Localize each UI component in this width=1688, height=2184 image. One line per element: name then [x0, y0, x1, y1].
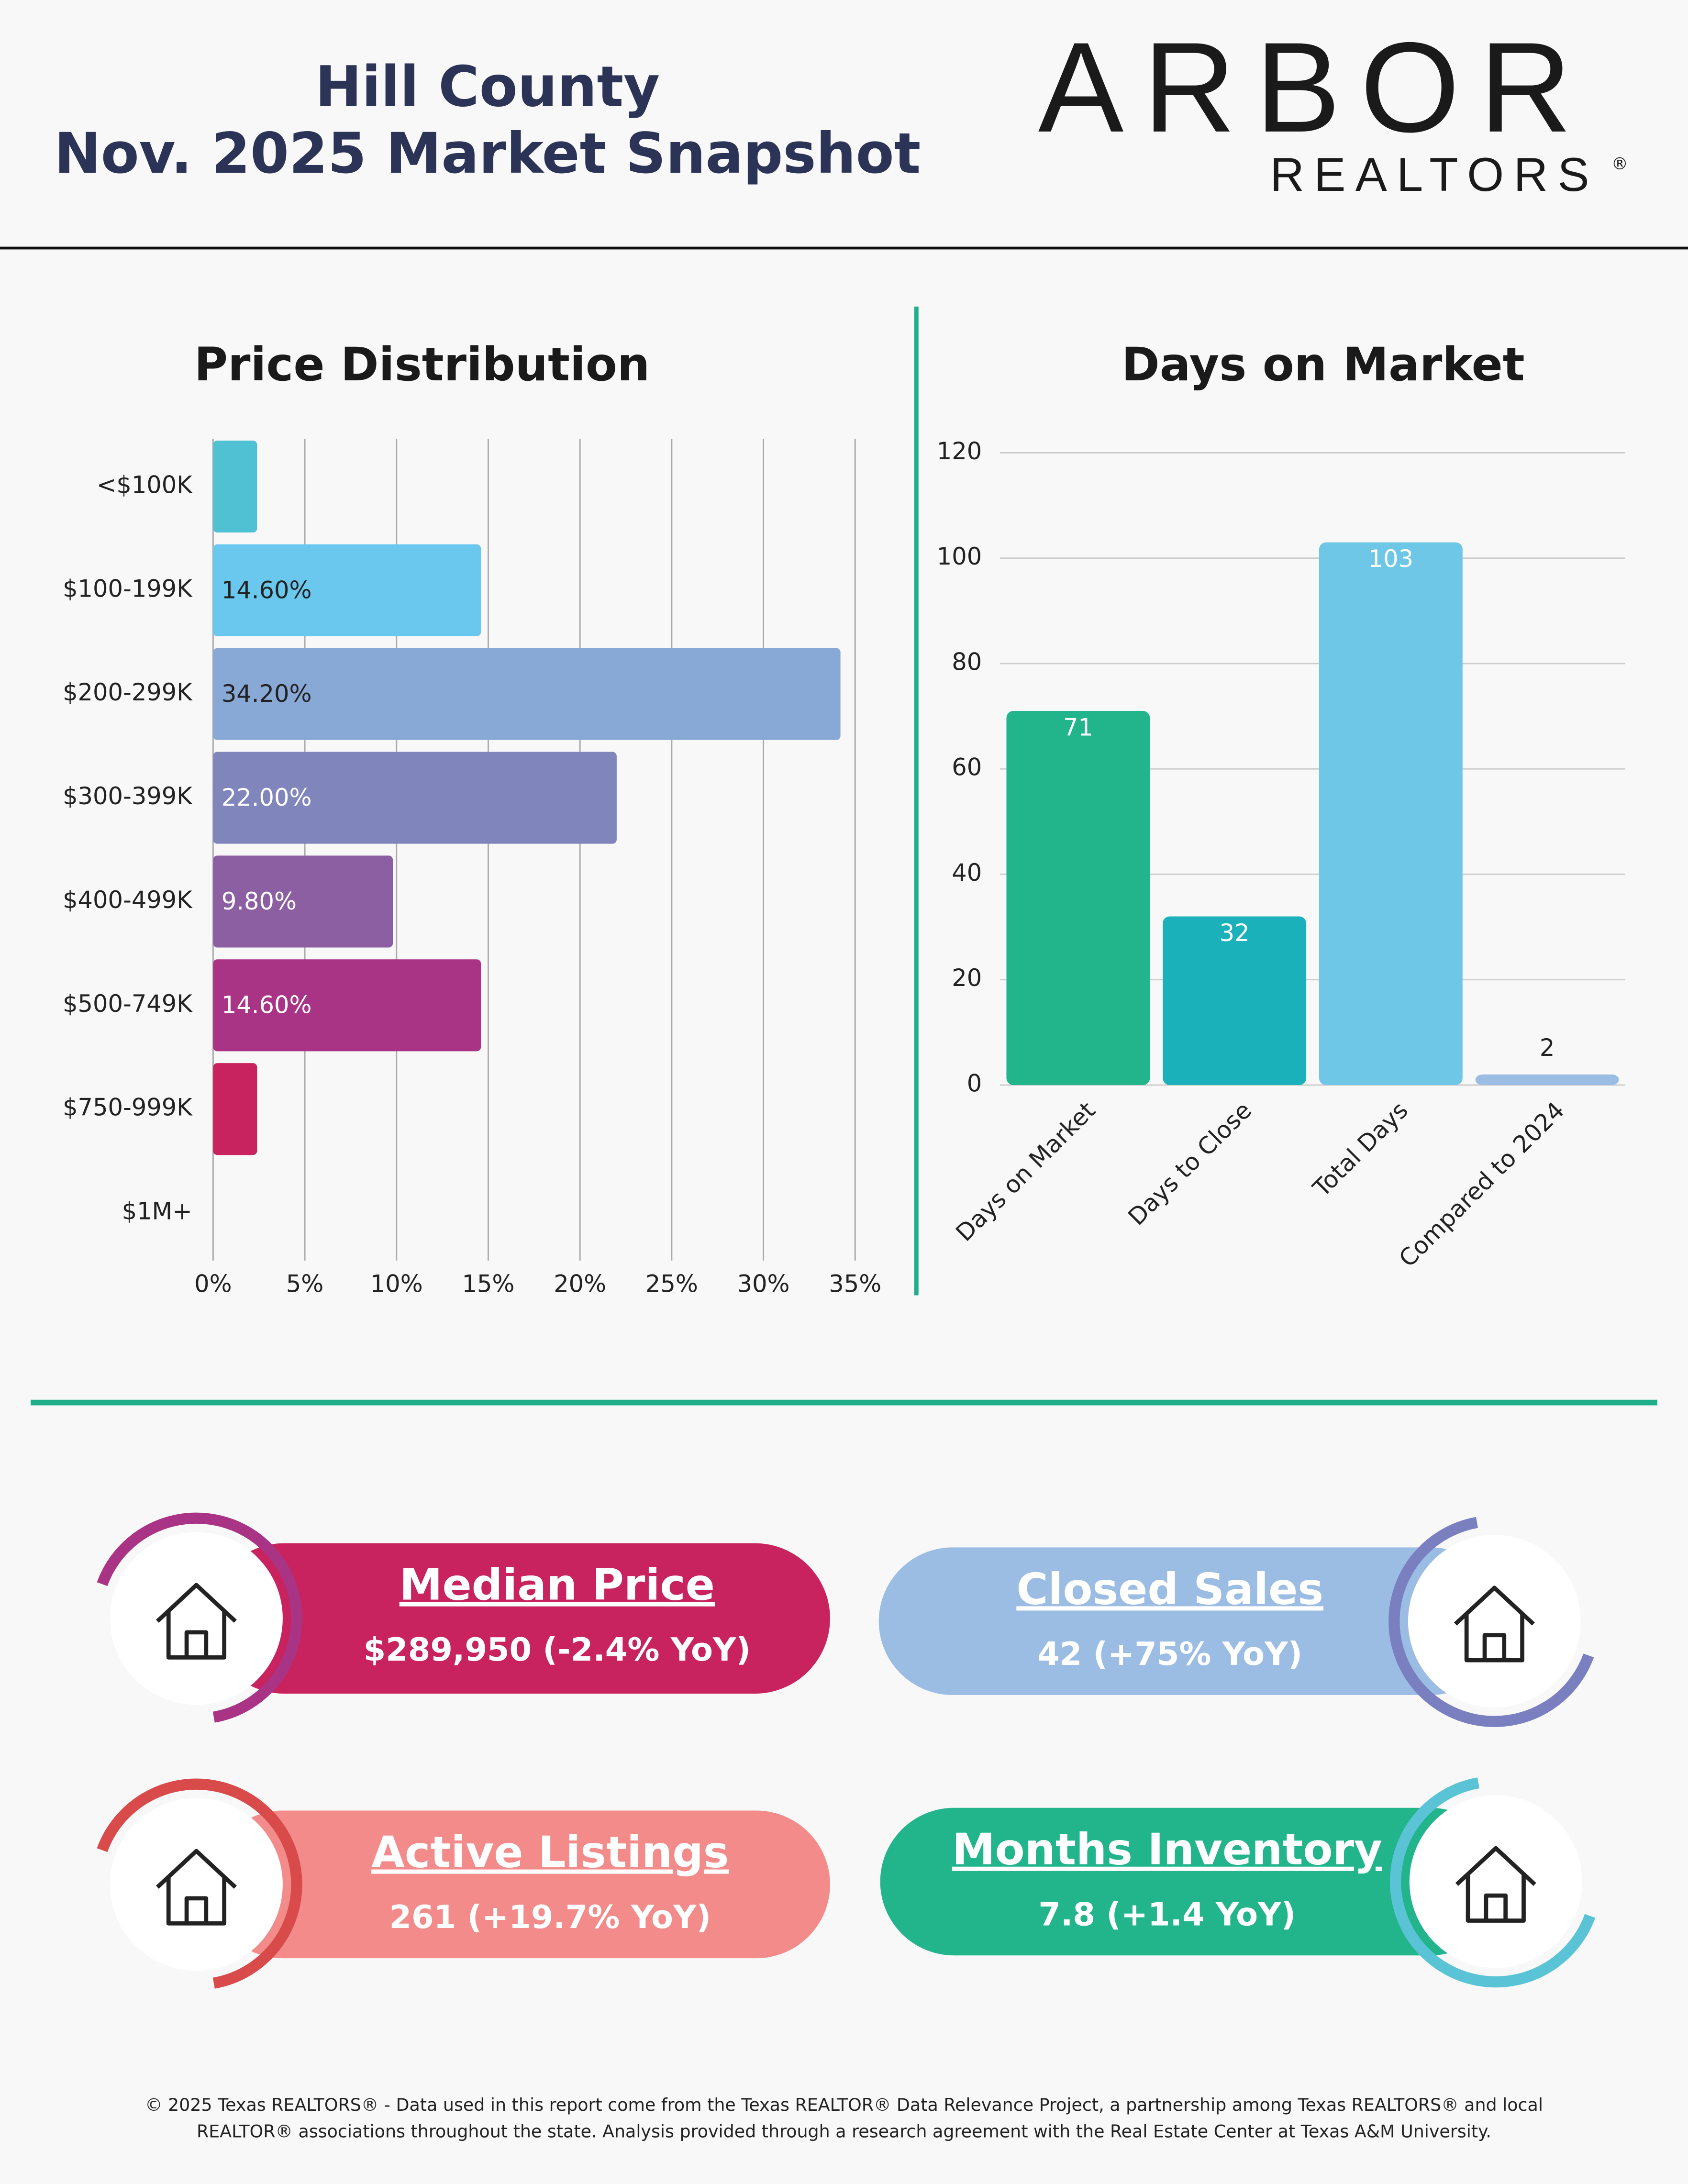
data-label: 9.80% — [222, 887, 297, 915]
y-tick-label: $1M+ — [122, 1197, 192, 1225]
y-tick-label: 100 — [937, 543, 982, 570]
icon-ring — [1390, 1777, 1596, 1988]
icon — [155, 1849, 237, 1926]
data-label: 14.60% — [222, 576, 312, 604]
icon-badge — [110, 1532, 283, 1705]
y-tick-label: $500-749K — [63, 990, 193, 1018]
cards: Median Price $289,950 (-2.4% YoY) Closed S… — [97, 1512, 1596, 1989]
y-tick-label: 20 — [952, 964, 982, 992]
card-title: Closed Sales — [1016, 1564, 1323, 1614]
y-tick-label: $100-199K — [63, 575, 193, 602]
card — [209, 1810, 830, 1959]
card-title: Active Listings — [371, 1828, 729, 1878]
bar — [1319, 542, 1463, 1085]
icon-badge — [110, 1798, 283, 1971]
y-tick-label: 40 — [952, 859, 982, 887]
footer: © 2025 Texas REALTORS® - Data used in th… — [145, 2095, 1543, 2115]
icon-ring — [97, 1778, 302, 1989]
y-tick-label: $750-999K — [63, 1094, 193, 1121]
y-tick-label: $400-499K — [63, 886, 193, 914]
chart-title: Days on Market — [1122, 338, 1525, 391]
bar — [213, 648, 841, 740]
bar — [213, 959, 481, 1052]
card-title: Months Inventory — [952, 1825, 1382, 1875]
data-label: 22.00% — [222, 784, 312, 811]
title: Hill County — [315, 55, 660, 119]
icon-badge — [1409, 1795, 1582, 1968]
chart-title: Price Distribution — [194, 338, 650, 391]
data-label: 71 — [1063, 713, 1093, 741]
data-label: 32 — [1220, 919, 1250, 947]
card-title: Median Price — [400, 1560, 715, 1610]
icon — [1455, 1846, 1536, 1923]
y-tick-label: $300-399K — [63, 782, 193, 810]
data-label: 34.20% — [222, 680, 312, 708]
card-value: $289,950 (-2.4% YoY) — [364, 1631, 751, 1668]
bar — [213, 440, 257, 533]
data-label: 103 — [1368, 545, 1413, 573]
x-tick-label: 15% — [462, 1270, 514, 1298]
bar — [1006, 711, 1150, 1085]
footer: REALTOR® associations throughout the sta… — [197, 2121, 1491, 2141]
card — [209, 1543, 830, 1694]
y-tick-label: 60 — [952, 754, 982, 781]
data-label: 14.60% — [222, 991, 312, 1019]
logo: ARBOR — [1038, 16, 1591, 159]
bar — [1475, 1074, 1619, 1085]
bar — [213, 752, 617, 844]
icon-ring — [1388, 1517, 1594, 1727]
card-value: 7.8 (+1.4 YoY) — [1038, 1896, 1296, 1933]
x-tick-label: 10% — [370, 1270, 423, 1298]
y-tick-label: <$100K — [97, 471, 193, 499]
x-tick-label: 0% — [194, 1270, 232, 1298]
y-tick-label: 80 — [952, 648, 982, 676]
logo-mark: ® — [1611, 155, 1628, 174]
logo-sub: REALTORS — [1270, 148, 1599, 201]
icon-ring — [97, 1512, 302, 1723]
bar — [213, 544, 481, 636]
y-tick-label: $200-299K — [63, 678, 193, 706]
card — [880, 1807, 1504, 1956]
bar — [213, 1063, 257, 1155]
x-tick-label: 5% — [286, 1270, 323, 1298]
icon — [155, 1583, 237, 1660]
title: Nov. 2025 Market Snapshot — [54, 122, 921, 186]
bar — [1163, 916, 1307, 1085]
icon — [1454, 1585, 1535, 1663]
card-value: 261 (+19.7% YoY) — [389, 1898, 711, 1936]
y-tick-label: 0 — [967, 1069, 982, 1097]
x-tick-label: 20% — [554, 1270, 606, 1298]
card-value: 42 (+75% YoY) — [1037, 1635, 1302, 1673]
y-tick-label: 120 — [937, 437, 982, 465]
icon-badge — [1408, 1535, 1581, 1708]
x-tick-label: 25% — [645, 1270, 698, 1298]
data-label: 2 — [1540, 1034, 1555, 1062]
x-tick-label: 30% — [737, 1270, 790, 1298]
card — [878, 1547, 1504, 1695]
x-tick-label: 35% — [829, 1270, 881, 1298]
bar — [213, 855, 393, 948]
